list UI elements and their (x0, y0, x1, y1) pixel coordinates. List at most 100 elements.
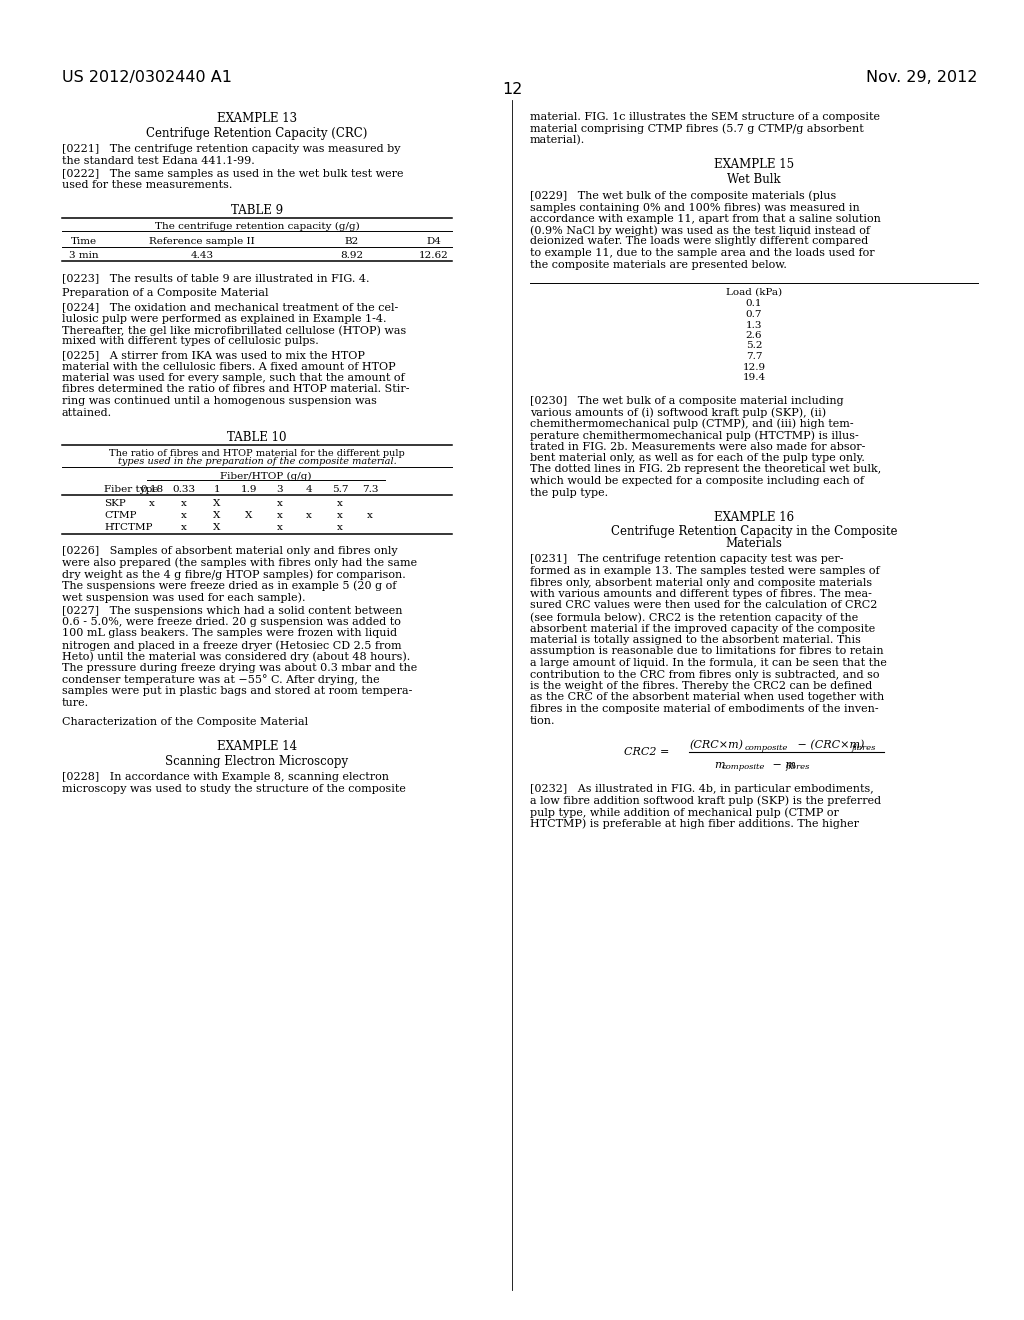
Text: 3: 3 (276, 484, 284, 494)
Text: [0231]   The centrifuge retention capacity test was per-: [0231] The centrifuge retention capacity… (530, 554, 844, 565)
Text: x: x (278, 523, 283, 532)
Text: [0222]   The same samples as used in the wet bulk test were: [0222] The same samples as used in the w… (62, 169, 403, 180)
Text: is the weight of the fibres. Thereby the CRC2 can be defined: is the weight of the fibres. Thereby the… (530, 681, 872, 690)
Text: 1: 1 (214, 484, 220, 494)
Text: wet suspension was used for each sample).: wet suspension was used for each sample)… (62, 591, 305, 602)
Text: trated in FIG. 2b. Measurements were also made for absor-: trated in FIG. 2b. Measurements were als… (530, 441, 865, 451)
Text: 12: 12 (502, 82, 522, 96)
Text: Centrifuge Retention Capacity (CRC): Centrifuge Retention Capacity (CRC) (146, 127, 368, 140)
Text: [0230]   The wet bulk of a composite material including: [0230] The wet bulk of a composite mater… (530, 396, 844, 405)
Text: material comprising CTMP fibres (5.7 g CTMP/g absorbent: material comprising CTMP fibres (5.7 g C… (530, 124, 864, 135)
Text: composite: composite (722, 763, 765, 771)
Text: x: x (278, 499, 283, 508)
Text: The ratio of fibres and HTOP material for the different pulp: The ratio of fibres and HTOP material fo… (110, 449, 404, 458)
Text: Scanning Electron Microscopy: Scanning Electron Microscopy (166, 755, 348, 768)
Text: [0227]   The suspensions which had a solid content between: [0227] The suspensions which had a solid… (62, 606, 402, 615)
Text: EXAMPLE 16: EXAMPLE 16 (714, 511, 794, 524)
Text: Load (kPa): Load (kPa) (726, 288, 782, 297)
Text: material with the cellulosic fibers. A fixed amount of HTOP: material with the cellulosic fibers. A f… (62, 362, 395, 371)
Text: Materials: Materials (726, 537, 782, 550)
Text: a low fibre addition softwood kraft pulp (SKP) is the preferred: a low fibre addition softwood kraft pulp… (530, 796, 881, 807)
Text: X: X (246, 511, 253, 520)
Text: US 2012/0302440 A1: US 2012/0302440 A1 (62, 70, 232, 84)
Text: [0226]   Samples of absorbent material only and fibres only: [0226] Samples of absorbent material onl… (62, 546, 397, 556)
Text: B2: B2 (345, 238, 359, 246)
Text: contribution to the CRC from fibres only is subtracted, and so: contribution to the CRC from fibres only… (530, 669, 880, 680)
Text: 12.9: 12.9 (742, 363, 766, 371)
Text: X: X (213, 499, 221, 508)
Text: [0229]   The wet bulk of the composite materials (plus: [0229] The wet bulk of the composite mat… (530, 190, 837, 201)
Text: Characterization of the Composite Material: Characterization of the Composite Materi… (62, 717, 308, 727)
Text: (see formula below). CRC2 is the retention capacity of the: (see formula below). CRC2 is the retenti… (530, 612, 858, 623)
Text: The suspensions were freeze dried as in example 5 (20 g of: The suspensions were freeze dried as in … (62, 581, 396, 591)
Text: 19.4: 19.4 (742, 374, 766, 381)
Text: material is totally assigned to the absorbent material. This: material is totally assigned to the abso… (530, 635, 861, 645)
Text: x: x (337, 523, 343, 532)
Text: D4: D4 (427, 238, 441, 246)
Text: − m: − m (769, 760, 796, 770)
Text: pulp type, while addition of mechanical pulp (CTMP or: pulp type, while addition of mechanical … (530, 807, 839, 817)
Text: samples were put in plastic bags and stored at room tempera-: samples were put in plastic bags and sto… (62, 686, 413, 696)
Text: Reference sample II: Reference sample II (150, 238, 255, 246)
Text: 12.62: 12.62 (419, 252, 449, 260)
Text: the pulp type.: the pulp type. (530, 487, 608, 498)
Text: HTCTMP) is preferable at high fiber additions. The higher: HTCTMP) is preferable at high fiber addi… (530, 818, 859, 829)
Text: X: X (213, 511, 221, 520)
Text: − (CRC×m): − (CRC×m) (794, 741, 864, 750)
Text: EXAMPLE 15: EXAMPLE 15 (714, 158, 794, 172)
Text: X: X (213, 523, 221, 532)
Text: 0.1: 0.1 (745, 300, 762, 309)
Text: bent material only, as well as for each of the pulp type only.: bent material only, as well as for each … (530, 453, 865, 463)
Text: lulosic pulp were performed as explained in Example 1-4.: lulosic pulp were performed as explained… (62, 314, 386, 323)
Text: [0225]   A stirrer from IKA was used to mix the HTOP: [0225] A stirrer from IKA was used to mi… (62, 350, 365, 360)
Text: fibres: fibres (786, 763, 810, 771)
Text: (CRC×m): (CRC×m) (689, 741, 743, 750)
Text: 7.7: 7.7 (745, 352, 762, 360)
Text: fibres: fibres (852, 744, 877, 752)
Text: microscopy was used to study the structure of the composite: microscopy was used to study the structu… (62, 784, 406, 795)
Text: SKP: SKP (104, 499, 126, 508)
Text: The pressure during freeze drying was about 0.3 mbar and the: The pressure during freeze drying was ab… (62, 663, 417, 673)
Text: m: m (714, 760, 725, 770)
Text: 0.6 - 5.0%, were freeze dried. 20 g suspension was added to: 0.6 - 5.0%, were freeze dried. 20 g susp… (62, 616, 400, 627)
Text: tion.: tion. (530, 715, 555, 726)
Text: (0.9% NaCl by weight) was used as the test liquid instead of: (0.9% NaCl by weight) was used as the te… (530, 224, 870, 235)
Text: [0224]   The oxidation and mechanical treatment of the cel-: [0224] The oxidation and mechanical trea… (62, 302, 398, 312)
Text: CTMP: CTMP (104, 511, 136, 520)
Text: were also prepared (the samples with fibres only had the same: were also prepared (the samples with fib… (62, 557, 417, 568)
Text: 1.9: 1.9 (241, 484, 257, 494)
Text: Wet Bulk: Wet Bulk (727, 173, 781, 186)
Text: Heto) until the material was considered dry (about 48 hours).: Heto) until the material was considered … (62, 652, 411, 663)
Text: the standard test Edana 441.1-99.: the standard test Edana 441.1-99. (62, 156, 255, 165)
Text: chemithermomechanical pulp (CTMP), and (iii) high tem-: chemithermomechanical pulp (CTMP), and (… (530, 418, 854, 429)
Text: 0.18: 0.18 (140, 484, 164, 494)
Text: 4: 4 (306, 484, 312, 494)
Text: x: x (181, 499, 187, 508)
Text: TABLE 10: TABLE 10 (227, 432, 287, 444)
Text: [0221]   The centrifuge retention capacity was measured by: [0221] The centrifuge retention capacity… (62, 144, 400, 154)
Text: fibres only, absorbent material only and composite materials: fibres only, absorbent material only and… (530, 578, 872, 587)
Text: HTCTMP: HTCTMP (104, 523, 153, 532)
Text: EXAMPLE 14: EXAMPLE 14 (217, 741, 297, 754)
Text: Nov. 29, 2012: Nov. 29, 2012 (866, 70, 978, 84)
Text: absorbent material if the improved capacity of the composite: absorbent material if the improved capac… (530, 623, 876, 634)
Text: 0.7: 0.7 (745, 310, 762, 319)
Text: TABLE 9: TABLE 9 (231, 205, 283, 216)
Text: CRC2 =: CRC2 = (624, 747, 670, 756)
Text: EXAMPLE 13: EXAMPLE 13 (217, 112, 297, 125)
Text: as the CRC of the absorbent material when used together with: as the CRC of the absorbent material whe… (530, 693, 885, 702)
Text: Time: Time (71, 238, 97, 246)
Text: accordance with example 11, apart from that a saline solution: accordance with example 11, apart from t… (530, 214, 881, 223)
Text: ture.: ture. (62, 697, 89, 708)
Text: [0223]   The results of table 9 are illustrated in FIG. 4.: [0223] The results of table 9 are illust… (62, 273, 370, 282)
Text: a large amount of liquid. In the formula, it can be seen that the: a large amount of liquid. In the formula… (530, 657, 887, 668)
Text: the composite materials are presented below.: the composite materials are presented be… (530, 260, 786, 269)
Text: nitrogen and placed in a freeze dryer (Hetosiec CD 2.5 from: nitrogen and placed in a freeze dryer (H… (62, 640, 401, 651)
Text: composite: composite (745, 744, 788, 752)
Text: with various amounts and different types of fibres. The mea-: with various amounts and different types… (530, 589, 871, 599)
Text: x: x (278, 511, 283, 520)
Text: material. FIG. 1c illustrates the SEM structure of a composite: material. FIG. 1c illustrates the SEM st… (530, 112, 880, 121)
Text: mixed with different types of cellulosic pulps.: mixed with different types of cellulosic… (62, 337, 318, 346)
Text: 4.43: 4.43 (190, 252, 214, 260)
Text: Preparation of a Composite Material: Preparation of a Composite Material (62, 288, 268, 297)
